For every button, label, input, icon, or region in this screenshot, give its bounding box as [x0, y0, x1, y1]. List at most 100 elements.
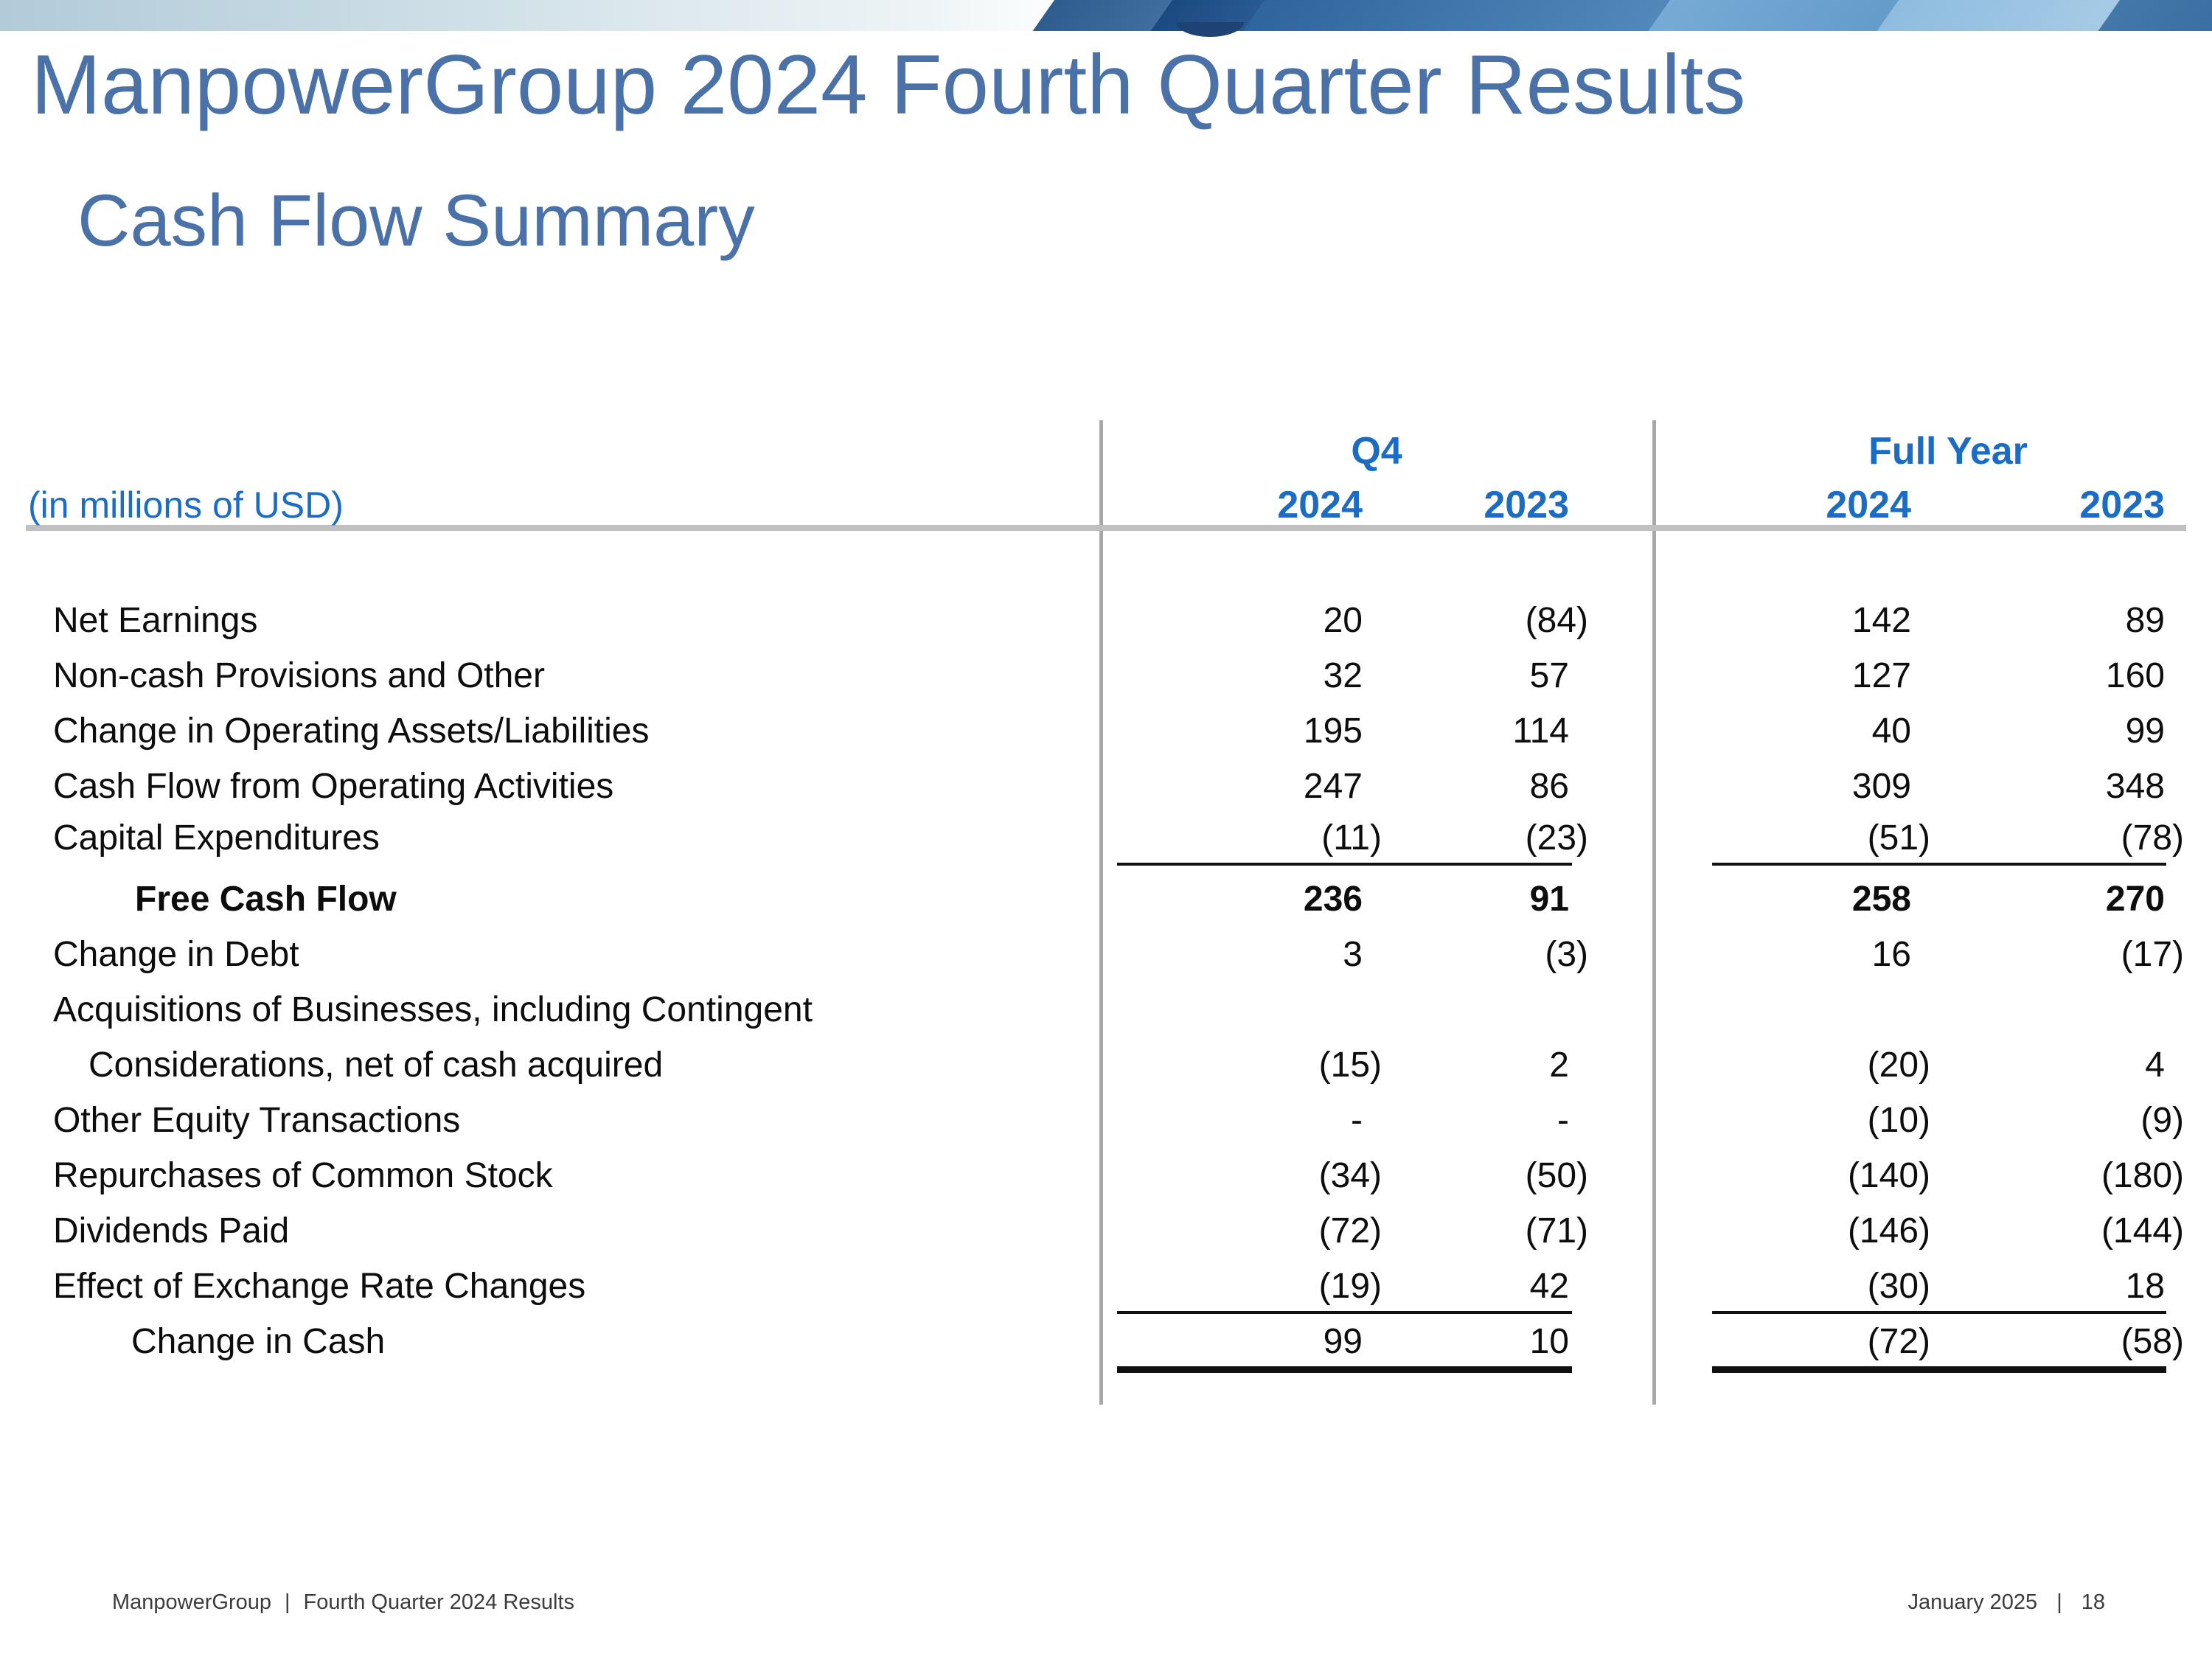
value-cell: (180) [2101, 1156, 2184, 1195]
value-cell: (30) [1867, 1267, 1930, 1306]
value-cell: 32 [1323, 656, 1363, 695]
year-header: 2023 [1484, 484, 1569, 526]
value-cell: (17) [2121, 935, 2184, 974]
top-banner [0, 0, 2212, 31]
value-cell: (9) [2140, 1101, 2184, 1140]
row-label: Free Cash Flow [135, 880, 397, 919]
footer-deck-title: Fourth Quarter 2024 Results [303, 1590, 575, 1614]
value-cell: (78) [2121, 818, 2184, 858]
footer-brand: ManpowerGroup [112, 1590, 271, 1614]
page-number: 18 [2081, 1590, 2105, 1614]
value-cell: 114 [1512, 712, 1569, 751]
unit-label: (in millions of USD) [28, 484, 344, 526]
value-cell: 10 [1529, 1322, 1569, 1361]
column-group-full-year: Full Year [1868, 430, 2028, 473]
value-cell: 4 [2145, 1046, 2165, 1085]
value-cell: 16 [1871, 935, 1911, 974]
value-cell: 2 [1549, 1046, 1569, 1085]
row-label: Net Earnings [53, 601, 258, 640]
table-row: Cash Flow from Operating Activities 247 … [0, 765, 2212, 808]
row-label: Other Equity Transactions [53, 1101, 461, 1140]
value-cell: (15) [1318, 1046, 1382, 1085]
value-cell: 42 [1529, 1267, 1569, 1306]
value-cell: (58) [2121, 1322, 2184, 1361]
value-cell: (146) [1847, 1211, 1930, 1251]
row-label: Considerations, net of cash acquired [88, 1046, 664, 1085]
value-cell: 86 [1529, 767, 1569, 806]
year-header: 2024 [1277, 484, 1363, 526]
table-row: Repurchases of Common Stock (34) (50) (1… [0, 1155, 2212, 1197]
value-cell: 91 [1529, 880, 1569, 919]
value-cell: 258 [1851, 880, 1911, 919]
subtotal-rule [1712, 1311, 2166, 1314]
footer-right: January 2025 | 18 [1907, 1590, 2105, 1615]
table-row: Effect of Exchange Rate Changes (19) 42 … [0, 1265, 2212, 1308]
value-cell: 348 [2105, 767, 2165, 806]
value-cell: 160 [2105, 656, 2165, 695]
table-row: Non-cash Provisions and Other 32 57 127 … [0, 655, 2212, 698]
table-row: Change in Operating Assets/Liabilities 1… [0, 710, 2212, 753]
table-row: Net Earnings 20 (84) 142 89 [0, 599, 2212, 642]
value-cell: (140) [1847, 1156, 1930, 1195]
value-cell: 57 [1529, 656, 1569, 695]
value-cell: 89 [2125, 601, 2165, 640]
banner-shape [1877, 0, 2127, 31]
value-cell: 142 [1851, 601, 1911, 640]
footer-left: ManpowerGroup | Fourth Quarter 2024 Result… [112, 1590, 574, 1615]
row-label: Change in Operating Assets/Liabilities [53, 712, 650, 751]
row-label: Repurchases of Common Stock [53, 1156, 553, 1195]
row-label: Dividends Paid [53, 1211, 290, 1251]
column-group-q4: Q4 [1351, 430, 1402, 473]
value-cell: (34) [1318, 1156, 1382, 1195]
value-cell: (71) [1525, 1211, 1588, 1251]
table-row: Free Cash Flow 236 91 258 270 [0, 878, 2212, 921]
value-cell: (11) [1321, 818, 1382, 858]
value-cell: (72) [1867, 1322, 1930, 1361]
year-header-row: 2024 2023 2024 2023 [0, 484, 2212, 526]
value-cell: (10) [1867, 1101, 1930, 1140]
table-row: Capital Expenditures (11) (23) (51) (78) [0, 817, 2212, 860]
value-cell: 127 [1851, 656, 1911, 695]
value-cell: (50) [1525, 1156, 1588, 1195]
table-divider-line [1099, 420, 1103, 1405]
table-row: Other Equity Transactions - - (10) (9) [0, 1099, 2212, 1142]
row-label: Change in Cash [131, 1322, 386, 1361]
value-cell: 40 [1871, 712, 1911, 751]
value-cell: - [1351, 1101, 1363, 1140]
total-rule [1117, 1366, 1572, 1373]
value-cell: (20) [1867, 1046, 1930, 1085]
value-cell: (51) [1867, 818, 1930, 858]
value-cell: (84) [1525, 601, 1588, 640]
value-cell: 309 [1851, 767, 1911, 806]
value-cell: 247 [1303, 767, 1363, 806]
subtotal-rule [1117, 863, 1572, 866]
value-cell: (144) [2101, 1211, 2184, 1251]
footer-separator: | [2056, 1590, 2062, 1614]
row-label: Cash Flow from Operating Activities [53, 767, 614, 806]
slide-subtitle: Cash Flow Summary [77, 179, 755, 261]
value-cell: (72) [1318, 1211, 1382, 1251]
table-row: Considerations, net of cash acquired (15… [0, 1044, 2212, 1087]
banner-shape [1648, 0, 1906, 31]
value-cell: - [1557, 1101, 1569, 1140]
value-cell: 18 [2125, 1267, 2165, 1306]
banner-circle-accent [1176, 22, 1244, 37]
total-rule [1712, 1366, 2166, 1373]
row-label: Acquisitions of Businesses, including Co… [53, 990, 813, 1029]
footer-separator: | [285, 1590, 291, 1614]
table-row: Change in Debt 3 (3) 16 (17) [0, 933, 2212, 976]
row-label: Non-cash Provisions and Other [53, 656, 545, 695]
value-cell: 195 [1303, 712, 1363, 751]
value-cell: 99 [2125, 712, 2165, 751]
header-rule [26, 525, 2186, 531]
footer-date: January 2025 [1907, 1590, 2038, 1614]
table-divider-line [1652, 420, 1656, 1405]
value-cell: 270 [2105, 880, 2165, 919]
subtotal-rule [1712, 863, 2166, 866]
value-cell: 20 [1323, 601, 1363, 640]
table-row: Acquisitions of Businesses, including Co… [0, 989, 2212, 1032]
row-label: Capital Expenditures [53, 818, 380, 858]
row-label: Change in Debt [53, 935, 299, 974]
row-label: Effect of Exchange Rate Changes [53, 1267, 586, 1306]
